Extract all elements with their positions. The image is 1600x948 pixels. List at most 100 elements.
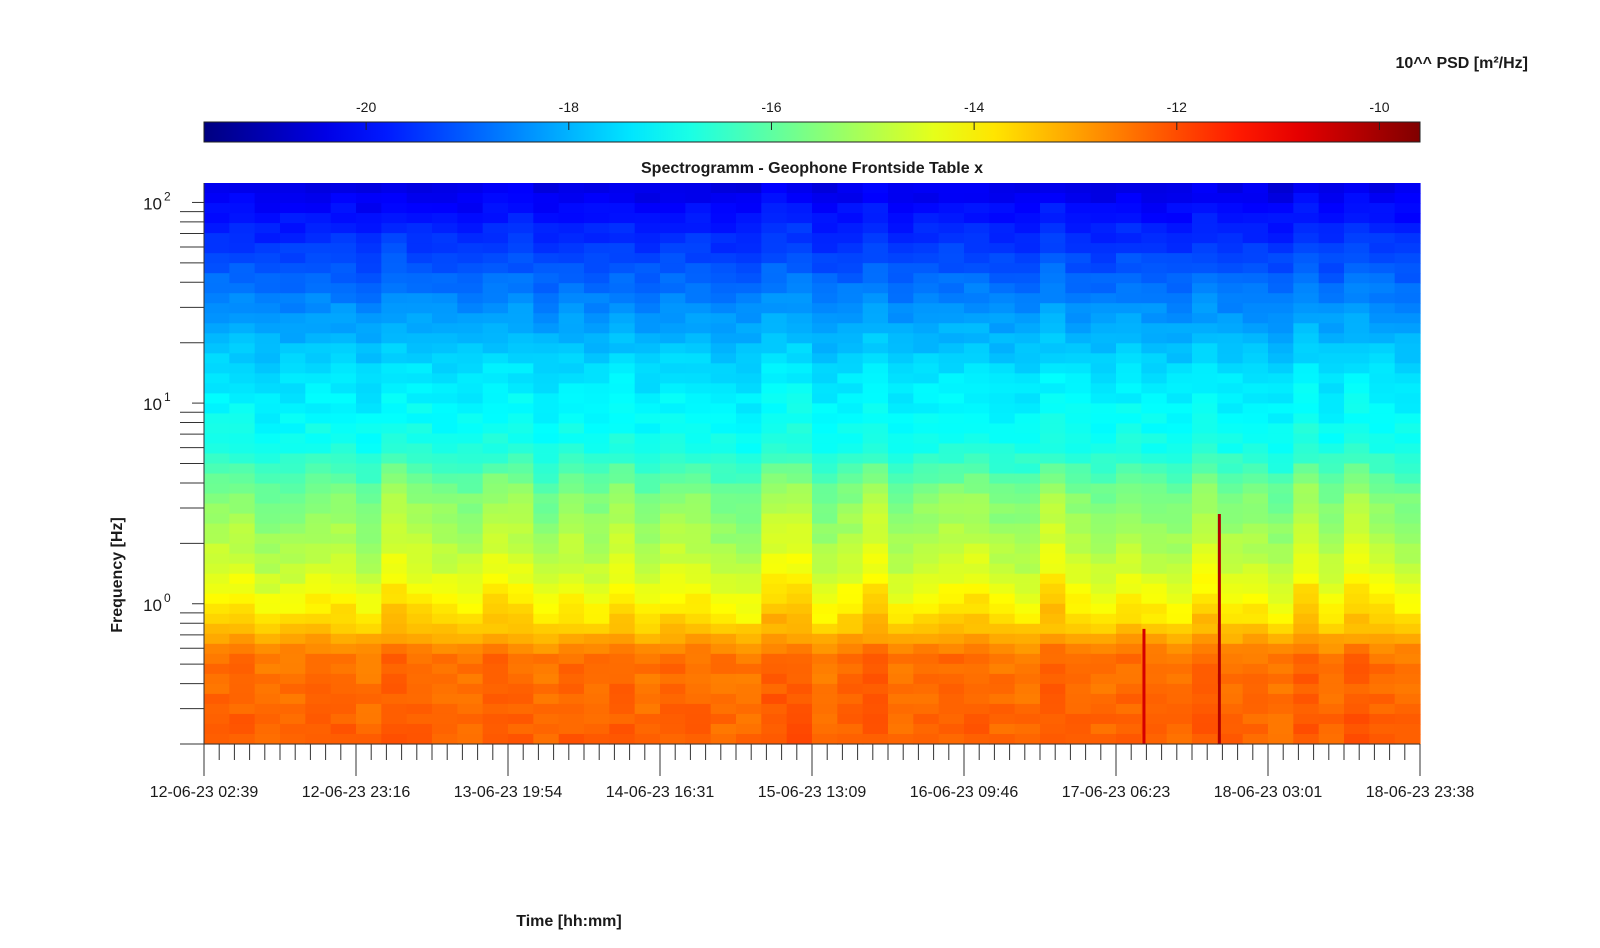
heatmap-cell bbox=[1166, 593, 1193, 605]
heatmap-cell bbox=[888, 573, 914, 585]
heatmap-cell bbox=[837, 463, 864, 475]
heatmap-cell bbox=[1293, 333, 1320, 344]
heatmap-cell bbox=[812, 653, 838, 665]
heatmap-cell bbox=[710, 653, 737, 665]
heatmap-cell bbox=[305, 573, 332, 585]
heatmap-cell bbox=[254, 183, 281, 194]
heatmap-cell bbox=[508, 583, 534, 595]
heatmap-cell bbox=[913, 413, 940, 425]
heatmap-cell bbox=[1268, 193, 1294, 204]
heatmap-cell bbox=[381, 373, 408, 384]
heatmap-cell bbox=[254, 683, 281, 695]
heatmap-cell bbox=[533, 563, 560, 575]
heatmap-cell bbox=[305, 213, 332, 224]
heatmap-cell bbox=[508, 273, 534, 284]
heatmap-cell bbox=[989, 633, 1016, 645]
heatmap-cell bbox=[1217, 733, 1244, 745]
heatmap-cell bbox=[457, 313, 484, 324]
heatmap-cell bbox=[1141, 223, 1168, 234]
heatmap-cell bbox=[710, 723, 737, 735]
heatmap-cell bbox=[406, 653, 433, 665]
heatmap-cell bbox=[254, 713, 281, 725]
heatmap-cell bbox=[406, 563, 433, 575]
heatmap-cell bbox=[457, 493, 484, 505]
heatmap-cell bbox=[1394, 223, 1421, 234]
heatmap-cell bbox=[1040, 693, 1066, 705]
heatmap-cell bbox=[229, 423, 256, 435]
heatmap-cell bbox=[1141, 293, 1168, 304]
heatmap-cell bbox=[1268, 693, 1294, 705]
heatmap-cell bbox=[1014, 523, 1041, 535]
heatmap-cell bbox=[204, 283, 230, 294]
heatmap-cell bbox=[1293, 663, 1320, 675]
heatmap-cell bbox=[634, 263, 661, 274]
heatmap-cell bbox=[1116, 593, 1142, 605]
heatmap-cell bbox=[1065, 643, 1092, 655]
plot-area bbox=[204, 183, 1421, 745]
heatmap-cell bbox=[533, 203, 560, 214]
heatmap-cell bbox=[989, 683, 1016, 695]
heatmap-cell bbox=[533, 613, 560, 625]
heatmap-cell bbox=[1293, 463, 1320, 475]
heatmap-cell bbox=[685, 373, 712, 384]
heatmap-cell bbox=[1065, 493, 1092, 505]
heatmap-cell bbox=[508, 533, 534, 545]
heatmap-cell bbox=[913, 713, 940, 725]
heatmap-cell bbox=[862, 323, 889, 334]
heatmap-cell bbox=[330, 423, 357, 435]
heatmap-cell bbox=[508, 553, 534, 565]
heatmap-cell bbox=[761, 603, 788, 615]
heatmap-cell bbox=[482, 303, 509, 314]
heatmap-cell bbox=[1090, 573, 1117, 585]
heatmap-cell bbox=[1242, 543, 1269, 555]
heatmap-cell bbox=[381, 393, 408, 404]
heatmap-cell bbox=[1242, 293, 1269, 304]
heatmap-cell bbox=[1065, 323, 1092, 334]
heatmap-cell bbox=[1116, 503, 1142, 515]
heatmap-cell bbox=[989, 283, 1016, 294]
heatmap-cell bbox=[1344, 683, 1370, 695]
heatmap-cell bbox=[1166, 223, 1193, 234]
heatmap-cell bbox=[786, 373, 813, 384]
heatmap-cell bbox=[1394, 463, 1421, 475]
heatmap-cell bbox=[356, 563, 382, 575]
heatmap-cell bbox=[1192, 443, 1218, 455]
heatmap-cell bbox=[1369, 573, 1396, 585]
heatmap-cell bbox=[406, 343, 433, 354]
heatmap-cell bbox=[1040, 633, 1066, 645]
heatmap-cell bbox=[204, 473, 230, 485]
heatmap-cell bbox=[1318, 733, 1345, 745]
heatmap-cell bbox=[1014, 393, 1041, 404]
heatmap-cell bbox=[837, 183, 864, 194]
heatmap-cell bbox=[685, 463, 712, 475]
heatmap-cell bbox=[786, 653, 813, 665]
heatmap-cell bbox=[938, 203, 965, 214]
heatmap-cell bbox=[964, 373, 990, 384]
heatmap-cell bbox=[1014, 623, 1041, 635]
heatmap-cell bbox=[1369, 203, 1396, 214]
heatmap-cell bbox=[457, 643, 484, 655]
heatmap-cell bbox=[229, 623, 256, 635]
heatmap-cell bbox=[736, 693, 762, 705]
heatmap-cell bbox=[913, 693, 940, 705]
heatmap-cell bbox=[356, 653, 382, 665]
heatmap-cell bbox=[1065, 443, 1092, 455]
heatmap-cell bbox=[482, 443, 509, 455]
heatmap-cell bbox=[837, 693, 864, 705]
heatmap-cell bbox=[229, 303, 256, 314]
heatmap-cell bbox=[432, 533, 458, 545]
heatmap-cell bbox=[837, 493, 864, 505]
heatmap-cell bbox=[710, 733, 737, 745]
heatmap-cell bbox=[786, 473, 813, 485]
heatmap-cell bbox=[1394, 253, 1421, 264]
heatmap-cell bbox=[685, 583, 712, 595]
heatmap-cell bbox=[254, 383, 281, 394]
heatmap-cell bbox=[685, 503, 712, 515]
heatmap-cell bbox=[1344, 273, 1370, 284]
heatmap-cell bbox=[356, 373, 382, 384]
heatmap-cell bbox=[913, 333, 940, 344]
heatmap-cell bbox=[330, 443, 357, 455]
heatmap-cell bbox=[1268, 533, 1294, 545]
heatmap-cell bbox=[761, 713, 788, 725]
heatmap-cell bbox=[736, 193, 762, 204]
